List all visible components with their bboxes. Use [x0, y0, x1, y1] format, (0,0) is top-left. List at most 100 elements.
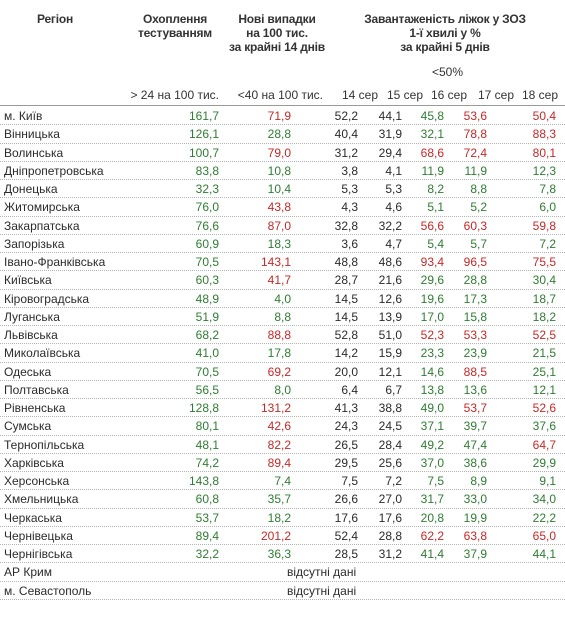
beds-header-line2: 1-ї хвилі у % [409, 26, 481, 40]
cases-value: 79,0 [267, 145, 291, 160]
testing-value: 100,7 [188, 145, 219, 160]
bed-load-value: 31,2 [378, 547, 402, 561]
bed-load-value: 26,6 [334, 492, 358, 507]
bed-load-value: 4,3 [341, 200, 358, 215]
testing-value: 74,2 [195, 455, 219, 470]
region-name: Одеська [4, 364, 52, 379]
cases-value: 28,8 [267, 127, 291, 142]
bed-load-value: 51,0 [378, 328, 402, 342]
bed-load-value: 29,6 [420, 273, 444, 288]
cases-value: 42,6 [267, 419, 291, 434]
testing-value: 126,1 [188, 127, 219, 142]
bed-load-value: 18,7 [532, 291, 556, 306]
beds-header: Завантаженість ліжок у ЗОЗ 1-ї хвилі у %… [345, 12, 545, 54]
bed-load-value: 17,0 [420, 309, 444, 324]
bed-load-value: 48,8 [334, 255, 358, 269]
bed-load-value: 96,5 [463, 255, 487, 269]
testing-value: 32,3 [195, 182, 219, 196]
bed-load-value: 8,9 [470, 474, 487, 488]
bed-load-value: 52,4 [334, 528, 358, 543]
region-name: Чернігівська [4, 547, 73, 561]
table-row: Чернігівська 32,2 36,3 28,5 31,2 41,4 37,9 44,1 [0, 545, 565, 564]
bed-load-value: 32,1 [420, 127, 444, 142]
bed-load-value: 14,5 [334, 309, 358, 324]
bed-load-value: 28,4 [378, 437, 402, 452]
bed-load-value: 13,9 [378, 309, 402, 324]
bed-load-value: 6,4 [341, 382, 358, 397]
table-row: Хмельницька 60,8 35,7 26,6 27,0 31,7 33,0 34,0 [0, 490, 565, 509]
bed-load-value: 6,7 [385, 382, 402, 397]
bed-load-value: 5,7 [470, 236, 487, 251]
bed-load-value: 8,8 [470, 182, 487, 196]
region-name: Волинська [4, 145, 64, 160]
testing-threshold: > 24 на 100 тис. [130, 88, 219, 102]
testing-value: 53,7 [195, 510, 219, 525]
cases-value: 69,2 [267, 364, 291, 379]
bed-load-value: 59,8 [532, 218, 556, 233]
region-name: Кіровоградська [4, 291, 90, 306]
beds-threshold: <50% [432, 65, 464, 79]
cases-value: 18,3 [267, 236, 291, 251]
bed-load-value: 26,5 [334, 437, 358, 452]
bed-load-value: 50,4 [532, 109, 556, 123]
bed-load-value: 5,4 [427, 236, 444, 251]
bed-load-value: 49,0 [420, 401, 444, 415]
testing-header-line1: Охоплення [142, 12, 208, 26]
bed-load-value: 25,6 [378, 455, 402, 470]
bed-load-value: 24,3 [334, 419, 358, 434]
cases-value: 88,8 [267, 328, 291, 342]
table-row: Миколаївська 41,0 17,8 14,2 15,9 23,3 23,9 21,5 [0, 344, 565, 363]
cases-value: 71,9 [267, 109, 291, 123]
bed-load-value: 64,7 [532, 437, 556, 452]
bed-load-value: 53,7 [463, 401, 487, 415]
bed-load-value: 5,2 [470, 200, 487, 215]
bed-load-value: 53,6 [463, 109, 487, 123]
table-row: Донецька 32,3 10,4 5,3 5,3 8,2 8,8 7,8 [0, 180, 565, 199]
table-row: м. Київ 161,7 71,9 52,2 44,1 45,8 53,6 50,4 [0, 107, 565, 126]
cases-value: 89,4 [267, 455, 291, 470]
cases-value: 82,2 [267, 437, 291, 452]
date-col-17: 17 сер [478, 88, 515, 102]
table-row: Київська 60,3 41,7 28,7 21,6 29,6 28,8 30,4 [0, 271, 565, 290]
bed-load-value: 17,3 [463, 291, 487, 306]
bed-load-value: 37,6 [532, 419, 556, 434]
bed-load-value: 38,6 [463, 455, 487, 470]
testing-value: 68,2 [195, 328, 219, 342]
cases-header-line1: Нові випадки [238, 12, 316, 26]
bed-load-value: 4,6 [385, 200, 402, 215]
bed-load-value: 7,5 [427, 474, 444, 488]
table-row: Черкаська 53,7 18,2 17,6 17,6 20,8 19,9 22,2 [0, 509, 565, 527]
cases-header: Нові випадки на 100 тис. за крайні 14 дн… [222, 12, 332, 54]
bed-load-value: 7,2 [539, 236, 556, 251]
bed-load-value: 7,8 [539, 182, 556, 196]
table-row: Львівська 68,2 88,8 52,8 51,0 52,3 53,3 52,5 [0, 326, 565, 345]
bed-load-value: 56,6 [420, 218, 444, 233]
bed-load-value: 28,8 [463, 273, 487, 288]
bed-load-value: 93,4 [420, 255, 444, 269]
bed-load-value: 44,1 [532, 547, 556, 561]
bed-load-value: 88,5 [463, 364, 487, 379]
region-name: Хмельницька [4, 492, 79, 507]
region-name: Вінницька [4, 127, 60, 142]
bed-load-value: 14,6 [420, 364, 444, 379]
bed-load-value: 5,3 [341, 182, 358, 196]
bed-load-value: 13,6 [463, 382, 487, 397]
testing-value: 51,9 [195, 309, 219, 324]
region-name: Закарпатська [4, 218, 80, 233]
table-row: Вінницька 126,1 28,8 40,4 31,9 32,1 78,8 88,3 [0, 125, 565, 144]
region-name: Сумська [4, 419, 52, 434]
bed-load-value: 15,9 [378, 346, 402, 361]
bed-load-value: 31,7 [420, 492, 444, 507]
testing-value: 60,9 [195, 236, 219, 251]
region-name: Донецька [4, 182, 58, 196]
bed-load-value: 5,1 [427, 200, 444, 215]
table-row: Чернівецька 89,4 201,2 52,4 28,8 62,2 63,8 65,0 [0, 527, 565, 545]
table-row: Тернопільська 48,1 82,2 26,5 28,4 49,2 47,4 64,… [0, 436, 565, 454]
bed-load-value: 25,1 [532, 364, 556, 379]
table-row: Сумська 80,1 42,6 24,3 24,5 37,1 39,7 37,6 [0, 417, 565, 436]
bed-load-value: 12,3 [532, 163, 556, 178]
bed-load-value: 34,0 [532, 492, 556, 507]
cases-value: 87,0 [267, 218, 291, 233]
cases-header-line3: за крайні 14 днів [229, 40, 325, 54]
bed-load-value: 13,8 [420, 382, 444, 397]
